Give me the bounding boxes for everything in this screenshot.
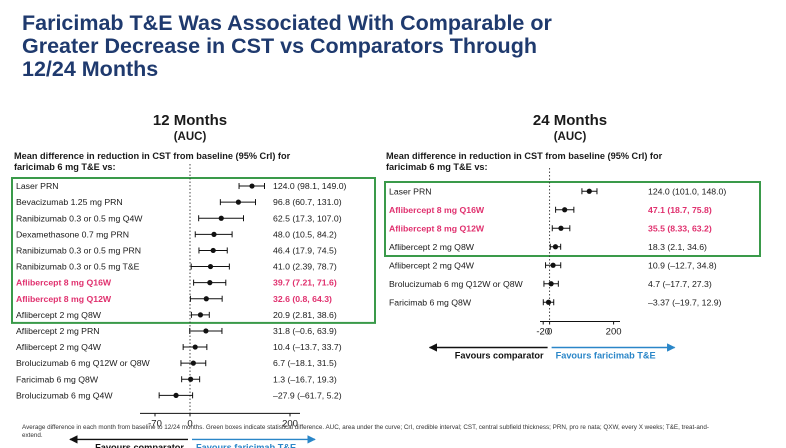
estimate-text: 1.3 (–16.7, 19.3) (273, 374, 337, 384)
row-label: Aflibercept 2 mg Q8W (389, 242, 475, 252)
point-estimate (197, 312, 204, 318)
panel-24m-description-line1: Mean difference in reduction in CST from… (386, 151, 663, 161)
panel-12m-description: Mean difference in reduction in CST from… (14, 151, 290, 173)
favours-faricimab-label: Favours faricimab T&E (196, 442, 296, 448)
point-estimate (188, 376, 194, 382)
estimate-text: 46.4 (17.9, 74.5) (273, 245, 337, 255)
row-label: Ranibizumab 0.3 or 0.5 mg T&E (16, 262, 140, 272)
point-estimate (211, 231, 217, 237)
estimate-text: 96.8 (60.7, 131.0) (273, 197, 342, 207)
estimate-text: 41.0 (2.39, 78.7) (273, 262, 337, 272)
row-label: Aflibercept 8 mg Q12W (389, 223, 485, 233)
estimate-text: 10.4 (–13.7, 33.7) (273, 342, 342, 352)
row-label: Aflibercept 8 mg Q16W (389, 205, 485, 215)
row-label: Aflibercept 2 mg Q8W (16, 310, 102, 320)
point-estimate (562, 207, 568, 213)
point-estimate (550, 262, 556, 268)
estimate-text: 6.7 (–18.1, 31.5) (273, 358, 337, 368)
point-estimate (210, 247, 216, 254)
point-estimate (249, 183, 255, 189)
point-estimate (552, 244, 559, 250)
estimate-text: 39.7 (7.21, 71.6) (273, 278, 337, 288)
row-label: Brolucizumab 6 mg Q4W (16, 390, 113, 400)
footnote: Average difference in each month from ba… (22, 424, 709, 439)
significance-box (384, 181, 761, 257)
row-label: Ranibizumab 0.3 or 0.5 mg Q4W (16, 213, 143, 223)
row-label: Aflibercept 2 mg Q4W (16, 342, 102, 352)
forest-plot-24-months: Laser PRN 124.0 (101.0, 148.0) Aflibercept… (384, 168, 761, 361)
point-estimate (173, 392, 179, 398)
estimate-text: 124.0 (98.1, 149.0) (273, 181, 347, 191)
title-line-3: 12/24 Months (22, 57, 159, 81)
estimate-text: 48.0 (10.5, 84.2) (273, 229, 337, 239)
row-label: Dexamethasone 0.7 mg PRN (16, 229, 129, 239)
estimate-text: 20.9 (2.81, 38.6) (273, 310, 337, 320)
row-label: Bevacizumab 1.25 mg PRN (16, 197, 123, 207)
panel-24m-subtitle: (AUC) (553, 131, 587, 143)
point-estimate (192, 344, 198, 350)
point-estimate (548, 281, 554, 287)
title-line-1: Faricimab T&E Was Associated With Compar… (22, 11, 552, 35)
estimate-text: –27.9 (–61.7, 5.2) (273, 390, 342, 400)
estimate-text: 124.0 (101.0, 148.0) (648, 186, 726, 196)
favours-faricimab-label: Favours faricimab T&E (556, 351, 656, 361)
panel-12m-description-line2: faricimab 6 mg T&E vs: (14, 162, 116, 172)
row-label: Aflibercept 2 mg Q4W (389, 260, 475, 270)
row-label: Faricimab 6 mg Q8W (16, 374, 99, 384)
favours-comparator-label: Favours comparator (95, 442, 184, 448)
point-estimate (235, 199, 241, 205)
panel-24m-description: Mean difference in reduction in CST from… (386, 151, 662, 173)
row-label: Ranibizumab 0.3 or 0.5 mg PRN (16, 245, 141, 255)
point-estimate (558, 225, 564, 231)
estimate-text: 18.3 (2.1, 34.6) (648, 242, 707, 252)
row-label: Laser PRN (389, 186, 432, 196)
point-estimate (218, 215, 224, 221)
x-tick-label: 0 (187, 418, 192, 429)
forest-plot-12-months: Laser PRN 124.0 (98.1, 149.0) Bevacizumab … (11, 164, 376, 448)
x-tick-label: 200 (282, 418, 298, 429)
panel-24m-description-line2: faricimab 6 mg T&E vs: (386, 162, 488, 172)
panel-12m-title: 12 Months (152, 112, 228, 129)
estimate-text: 35.5 (8.33, 63.2) (648, 223, 712, 233)
estimate-text: 62.5 (17.3, 107.0) (273, 213, 342, 223)
estimate-text: –3.37 (–19.7, 12.9) (648, 297, 722, 307)
slide-title: Faricimab T&E Was Associated With Compar… (22, 12, 712, 81)
point-estimate (586, 188, 592, 194)
point-estimate (207, 280, 213, 286)
row-label: Brolucizumab 6 mg Q12W or Q8W (16, 358, 151, 368)
panel-24m-title: 24 Months (532, 112, 608, 129)
x-tick-label: -70 (148, 418, 162, 429)
row-label: Brolucizumab 6 mg Q12W or Q8W (389, 279, 524, 289)
point-estimate (545, 299, 552, 305)
x-tick-label: 0 (547, 327, 552, 338)
estimate-text: 4.7 (–17.7, 27.3) (648, 279, 712, 289)
point-estimate (203, 296, 209, 302)
row-label: Aflibercept 8 mg Q16W (16, 278, 112, 288)
title-line-2: Greater Decrease in CST vs Comparators T… (22, 34, 537, 58)
row-label: Faricimab 6 mg Q8W (389, 297, 472, 307)
panel-12m-description-line1: Mean difference in reduction in CST from… (14, 151, 291, 161)
row-label: Aflibercept 2 mg PRN (16, 326, 100, 336)
x-tick-label: 200 (606, 327, 622, 338)
favours-comparator-label: Favours comparator (455, 351, 544, 361)
estimate-text: 10.9 (–12.7, 34.8) (648, 260, 717, 270)
row-label: Laser PRN (16, 181, 59, 191)
point-estimate (203, 328, 209, 334)
panel-24m-heading: 24 Months (AUC) (470, 112, 670, 144)
point-estimate (190, 360, 196, 366)
estimate-text: 47.1 (18.7, 75.8) (648, 205, 712, 215)
estimate-text: 32.6 (0.8, 64.3) (273, 294, 332, 304)
point-estimate (207, 263, 214, 270)
row-label: Aflibercept 8 mg Q12W (16, 294, 112, 304)
estimate-text: 31.8 (–0.6, 63.9) (273, 326, 337, 336)
panel-12m-heading: 12 Months (AUC) (90, 112, 290, 144)
x-tick-label: -20 (536, 327, 550, 338)
panel-12m-subtitle: (AUC) (173, 131, 207, 143)
significance-box (11, 177, 376, 324)
